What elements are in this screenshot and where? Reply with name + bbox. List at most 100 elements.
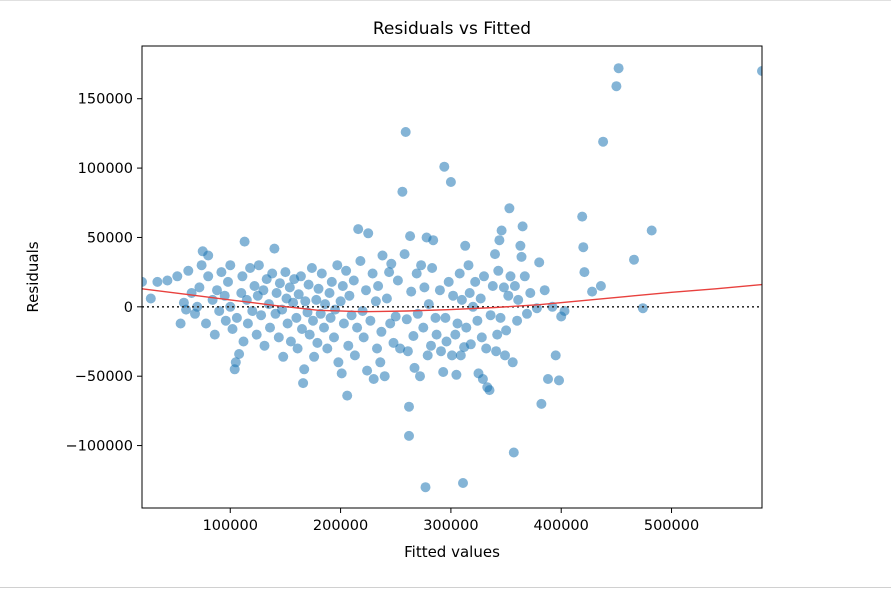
scatter-point [249, 281, 260, 291]
plot-frame [141, 45, 763, 509]
scatter-point [300, 296, 311, 307]
scatter-point [496, 225, 507, 236]
scatter-point [465, 339, 476, 350]
scatter-point [598, 136, 609, 147]
scatter-point [611, 81, 622, 92]
scatter-point [404, 401, 414, 412]
scatter-point [284, 282, 295, 293]
scatter-point [297, 324, 307, 334]
scatter-point [363, 228, 374, 239]
scatter-point [484, 385, 495, 396]
scatter-point [490, 249, 500, 260]
scatter-point [409, 362, 420, 373]
scatter-point [472, 315, 483, 326]
scatter-point [269, 243, 280, 254]
scatter-point [386, 258, 397, 269]
y-tick-label: 150000 [78, 92, 133, 108]
scatter-point [282, 318, 293, 329]
scatter-point [418, 322, 429, 333]
scatter-point [445, 177, 456, 187]
scatter-point [227, 324, 238, 334]
scatter-point [304, 329, 315, 340]
scatter-point [299, 364, 310, 375]
scatter-point [436, 346, 446, 357]
scatter-point [234, 349, 245, 359]
scatter-point [427, 263, 438, 273]
scatter-point [515, 240, 526, 251]
scatter-point [348, 275, 359, 286]
scatter-point [329, 332, 339, 343]
scatter-point [479, 271, 489, 282]
scatter-point [498, 282, 509, 293]
scatter-point [516, 251, 527, 262]
scatter-point [487, 281, 498, 291]
scatter-point [355, 256, 366, 266]
scatter-point [384, 267, 395, 278]
scatter-point [550, 350, 561, 361]
scatter-point [500, 350, 510, 361]
scatter-point [381, 293, 392, 304]
scatter-point [390, 311, 401, 322]
scatter-point [220, 315, 231, 326]
scatter-point [439, 161, 450, 172]
y-axis-label: Residuals [24, 241, 42, 312]
scatter-point [629, 254, 639, 265]
chart-title: Residuals vs Fitted [373, 19, 531, 39]
scatter-point [273, 332, 284, 343]
scatter-point [242, 318, 253, 329]
scatter-point [402, 346, 413, 357]
scatter-point [422, 350, 433, 361]
scatter-point [428, 235, 439, 246]
scatter-point [579, 267, 590, 278]
scatter-point [237, 271, 248, 282]
scatter-point [194, 282, 205, 293]
scatter-point [225, 260, 236, 271]
scatter-point [216, 267, 227, 278]
top-divider [0, 0, 891, 1]
scatter-point [203, 271, 214, 282]
scatter-point [464, 288, 475, 298]
scatter-points [142, 63, 762, 493]
scatter-point [543, 374, 553, 384]
scatter-point [513, 294, 524, 305]
scatter-point [423, 299, 434, 310]
scatter-point [475, 293, 486, 304]
scatter-point [577, 211, 588, 222]
scatter-point [288, 297, 299, 308]
scatter-point [519, 271, 530, 282]
scatter-point [431, 329, 442, 340]
scatter-point [455, 350, 466, 361]
scatter-point [367, 268, 378, 279]
scatter-point [333, 357, 344, 368]
scatter-point [503, 290, 514, 301]
scatter-point [461, 322, 472, 333]
scatter-point [501, 325, 512, 336]
scatter-point [256, 310, 267, 321]
scatter-point [344, 290, 355, 301]
scatter-point [236, 288, 247, 298]
scatter-point [392, 275, 403, 286]
scatter-point [292, 343, 303, 354]
scatter-point [162, 275, 173, 286]
scatter-point [303, 279, 314, 290]
x-tick-label: 500000 [644, 518, 699, 534]
scatter-point [145, 293, 156, 304]
scatter-point [559, 306, 570, 316]
scatter-point [311, 294, 322, 305]
scatter-point [420, 482, 431, 493]
scatter-point [324, 288, 335, 298]
scatter-point [230, 357, 241, 368]
scatter-point [271, 288, 282, 298]
scatter-point [476, 332, 487, 343]
x-tick-label: 400000 [534, 518, 589, 534]
scatter-point [225, 301, 236, 312]
scatter-point [554, 375, 564, 386]
scatter-point [452, 318, 463, 329]
y-axis: −100000 −50000 0 50000 100000 150000 [65, 92, 142, 455]
scatter-point [408, 331, 419, 341]
scatter-point [346, 310, 357, 321]
scatter-point [319, 322, 329, 333]
scatter-point [352, 322, 363, 333]
scatter-point [308, 315, 318, 326]
scatter-point [460, 240, 471, 251]
